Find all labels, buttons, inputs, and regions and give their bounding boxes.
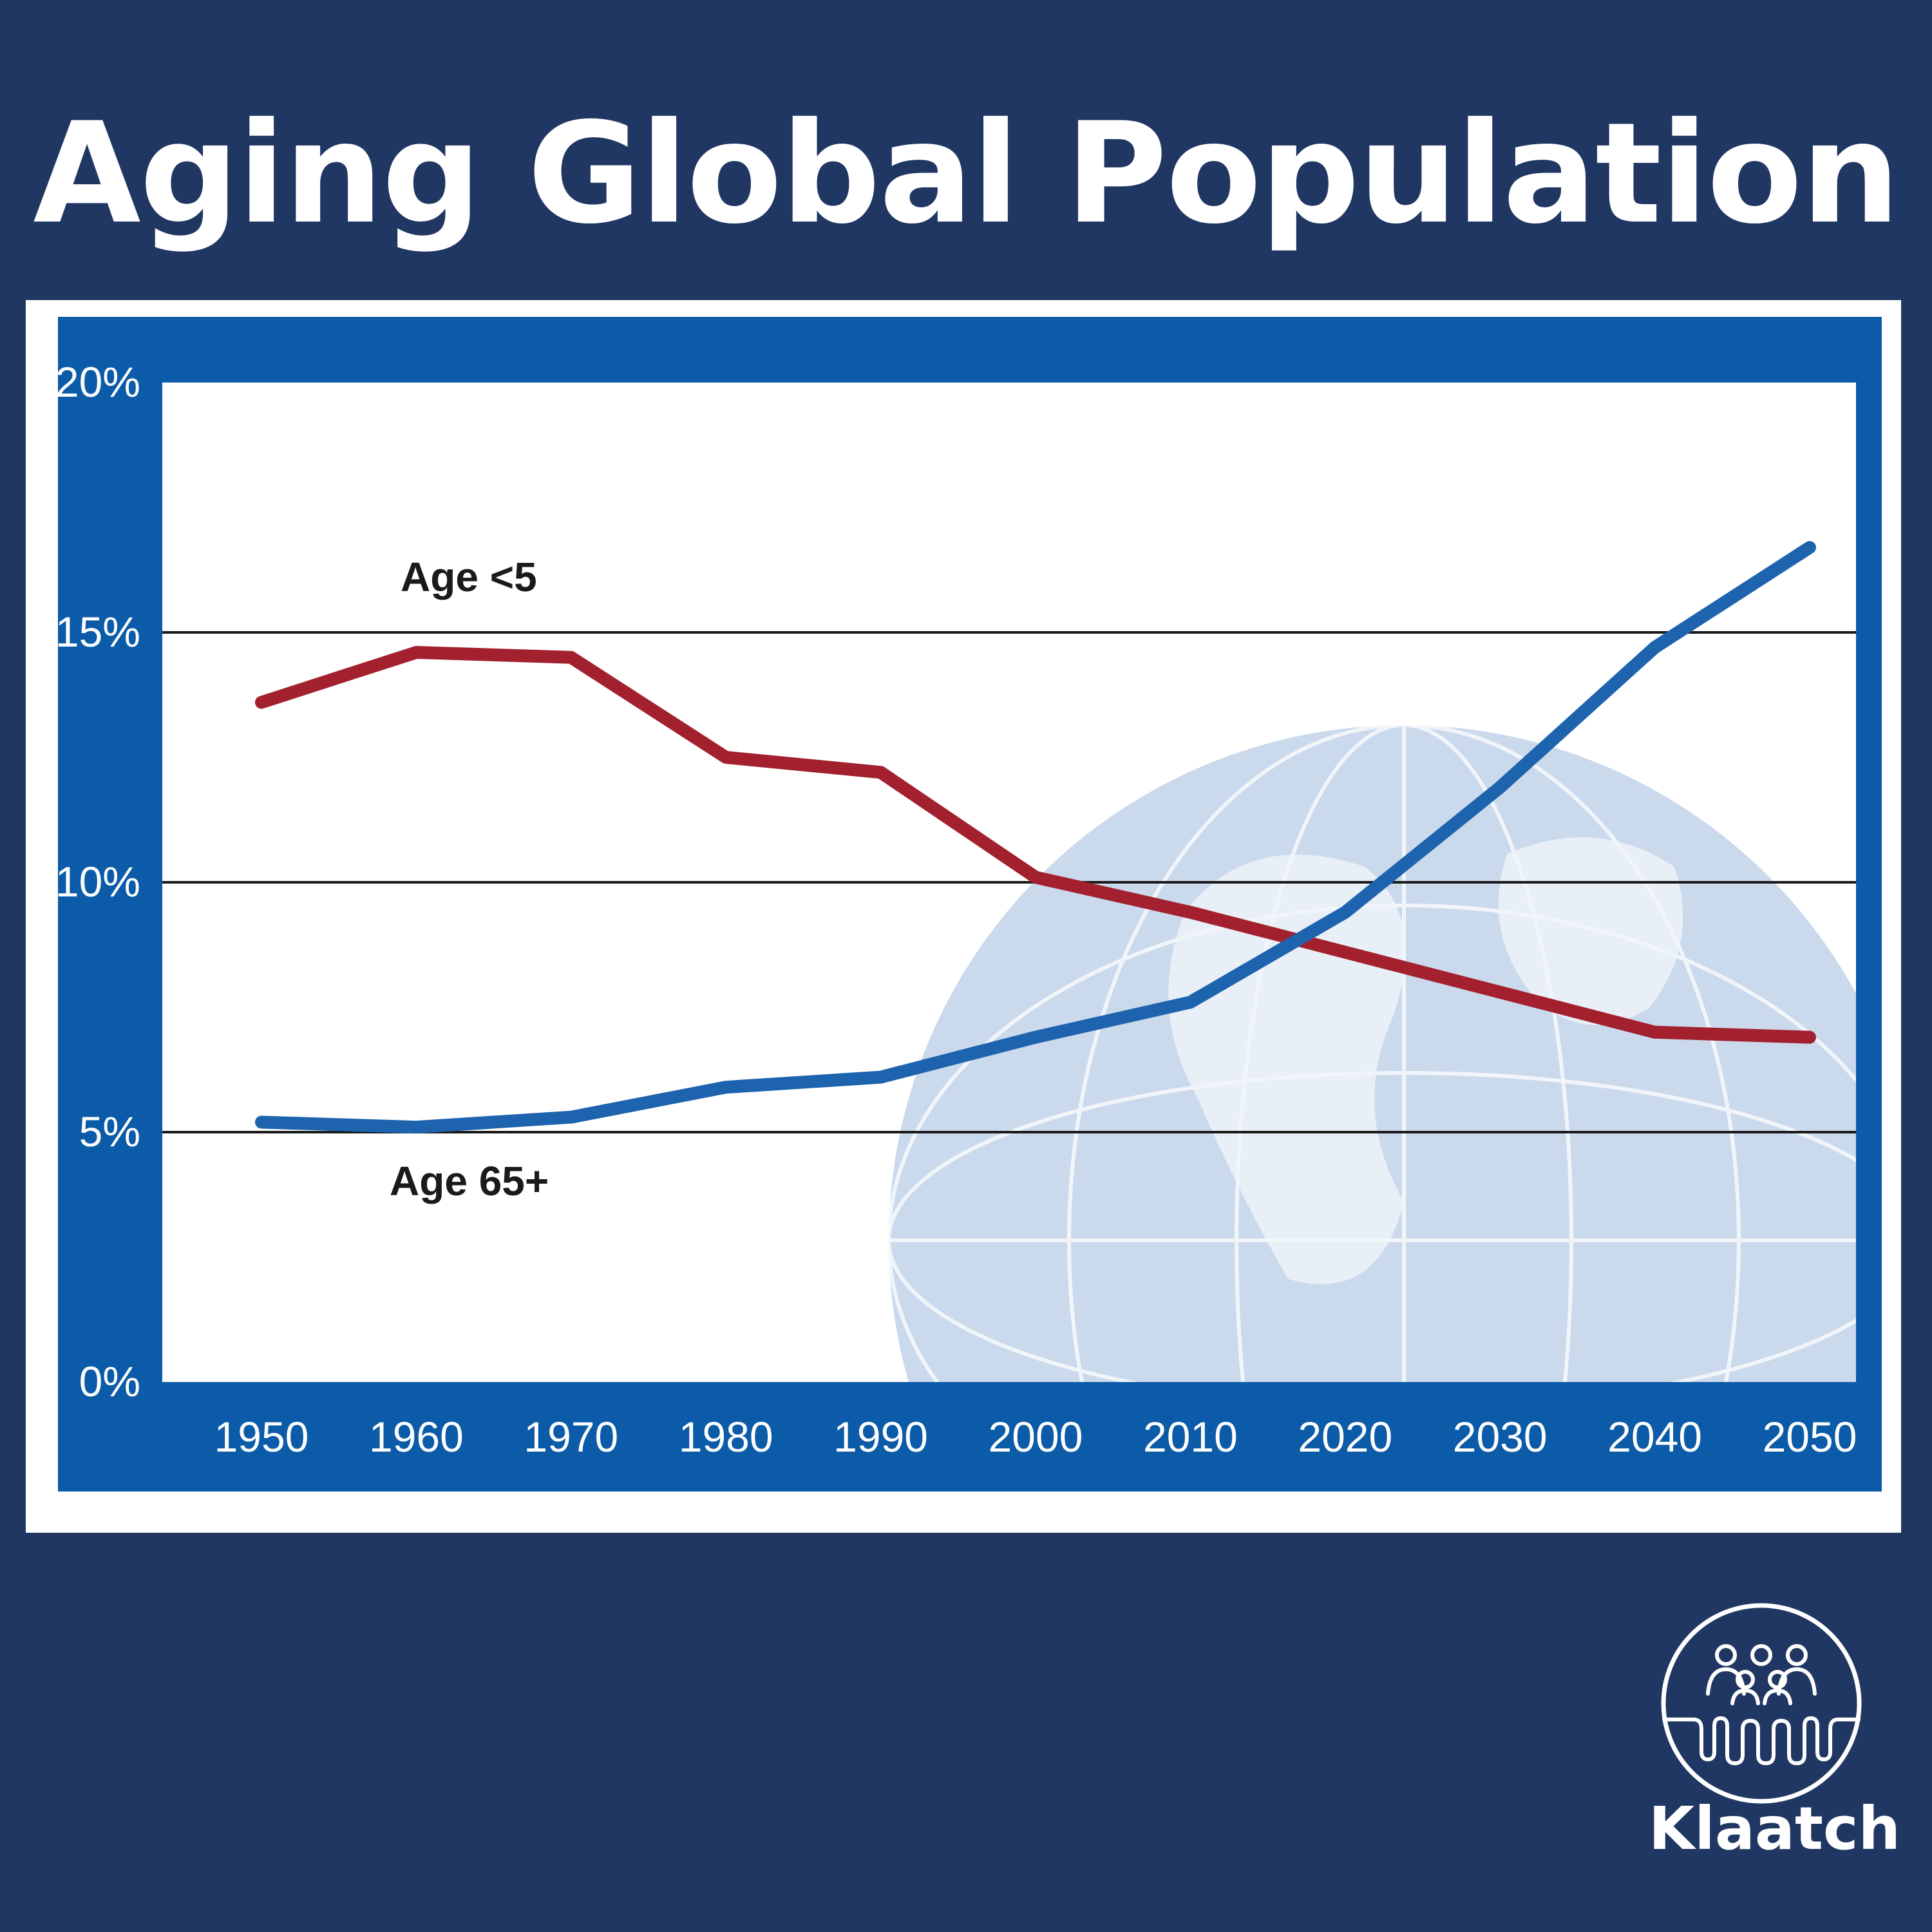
y-tick-label: 5% <box>79 1108 140 1155</box>
data-point <box>1809 1036 1810 1038</box>
data-point <box>1035 876 1036 878</box>
data-point <box>1499 786 1501 788</box>
data-point <box>570 1116 572 1118</box>
x-tick-label: 2030 <box>1453 1413 1548 1461</box>
x-axis-ticks: 1950 1960 1970 1980 1990 2000 2010 2020 2030 2040… <box>214 1413 1857 1461</box>
series-label-age-under5: Age <5 <box>401 554 537 600</box>
x-tick-label: 2050 <box>1763 1413 1857 1461</box>
data-point <box>1654 1031 1656 1033</box>
chart-frame: 0% 5% 10% 15% 20% 1950 1960 1970 1980 1990 2000 20… <box>26 300 1901 1533</box>
data-point <box>415 1126 417 1128</box>
data-point <box>880 772 882 773</box>
x-tick-label: 1990 <box>833 1413 928 1461</box>
y-tick-label: 20% <box>55 358 140 406</box>
page-title: Aging Global Population <box>33 93 1900 254</box>
x-tick-label: 1960 <box>369 1413 464 1461</box>
y-axis-ticks: 0% 5% 10% 15% 20% <box>55 358 140 1405</box>
data-point <box>1189 911 1191 913</box>
gridlines <box>162 631 1856 1133</box>
data-point <box>1344 951 1346 953</box>
x-tick-label: 2010 <box>1143 1413 1238 1461</box>
line-chart: 0% 5% 10% 15% 20% 1950 1960 1970 1980 1990 2000 20… <box>55 317 1882 1492</box>
brand-name: Klaatch <box>1649 1794 1900 1863</box>
data-point <box>261 701 262 703</box>
y-tick-label: 10% <box>55 858 140 905</box>
series-lines <box>255 541 1816 1134</box>
data-point <box>1654 647 1656 649</box>
data-point <box>725 757 727 758</box>
globe-background <box>887 723 1856 1382</box>
data-point <box>415 652 417 654</box>
people-group-icon <box>1661 1603 1862 1804</box>
x-tick-label: 2040 <box>1607 1413 1702 1461</box>
data-point <box>1499 991 1501 993</box>
data-point <box>570 656 572 658</box>
y-tick-label: 15% <box>55 608 140 656</box>
klaatch-logo: Klaatch <box>1649 1597 1900 1893</box>
data-point <box>261 1121 262 1123</box>
x-tick-label: 1980 <box>679 1413 773 1461</box>
x-tick-label: 2000 <box>989 1413 1083 1461</box>
y-tick-label: 0% <box>79 1358 140 1405</box>
data-point <box>1189 1001 1191 1003</box>
data-point <box>725 1086 727 1088</box>
data-point <box>1344 911 1346 913</box>
data-point <box>1035 1036 1036 1038</box>
x-tick-label: 1950 <box>214 1413 309 1461</box>
data-point <box>1809 547 1810 549</box>
x-tick-label: 1970 <box>524 1413 618 1461</box>
x-tick-label: 2020 <box>1298 1413 1392 1461</box>
series-label-age-65plus: Age 65+ <box>390 1158 549 1204</box>
data-point <box>880 1076 882 1078</box>
